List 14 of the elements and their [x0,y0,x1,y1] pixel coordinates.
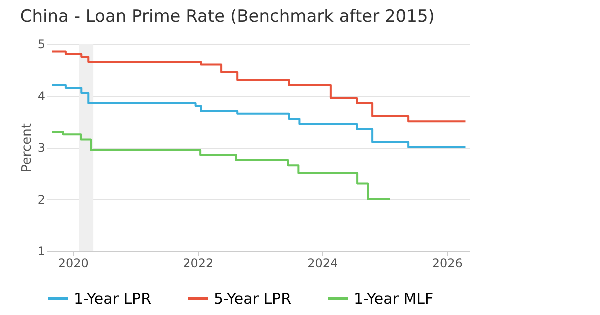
y-tick-label: 5 [38,38,46,52]
x-tick-label: 2024 [308,256,338,270]
y-tick-label: 4 [38,89,46,104]
chart-title: China - Loan Prime Rate (Benchmark after 2015) [20,7,435,27]
legend-label: 1-Year MLF [354,290,434,308]
y-tick-label: 3 [38,141,46,155]
legend-label: 1-Year LPR [74,290,152,308]
y-tick-label: 1 [38,244,46,258]
legend-label: 5-Year LPR [214,290,292,308]
y-tick-label: 2 [38,192,46,207]
x-tick-label: 2022 [183,256,214,270]
x-tick-label: 2020 [58,256,89,270]
y-axis-title: Percent [20,124,35,172]
x-tick-label: 2026 [432,256,463,270]
